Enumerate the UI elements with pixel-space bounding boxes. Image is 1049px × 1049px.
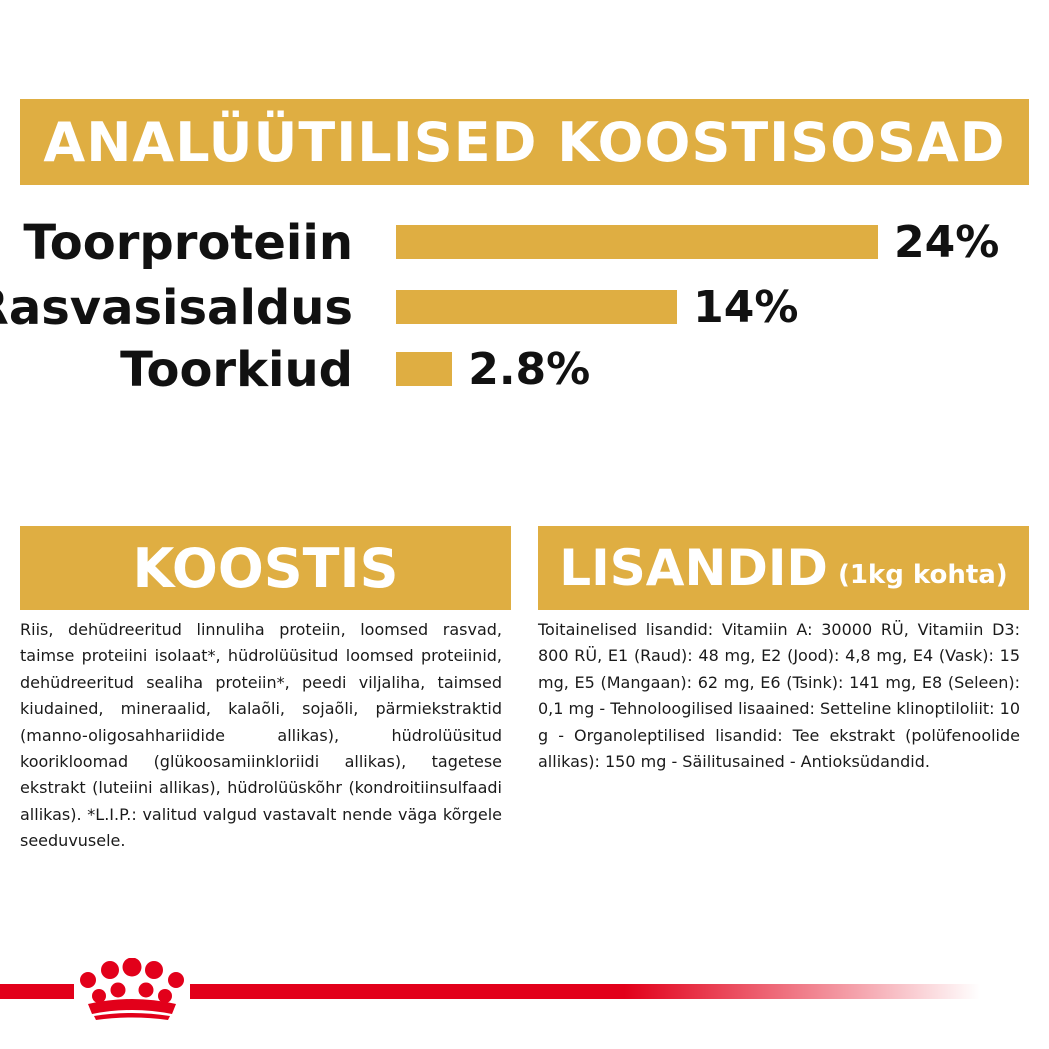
additives-text: Toitainelised lisandid: Vitamiin A: 3000… bbox=[538, 620, 1021, 772]
nutrient-value: 24% bbox=[894, 217, 1000, 268]
nutrient-label: Toorproteiin bbox=[23, 215, 353, 271]
nutrient-value: 14% bbox=[693, 282, 799, 333]
composition-title: KOOSTIS bbox=[132, 536, 399, 600]
nutrient-label: Toorkiud bbox=[120, 342, 353, 398]
brand-line-right bbox=[190, 984, 980, 999]
nutrient-bar bbox=[396, 352, 453, 386]
composition-text: Riis, dehüdreeritud linnuliha proteiin, … bbox=[20, 620, 502, 851]
additives-subtitle: (1kg kohta) bbox=[837, 560, 1008, 590]
royal-canin-crown-logo-icon bbox=[80, 958, 184, 1020]
composition-banner: KOOSTIS bbox=[20, 526, 511, 610]
nutrient-bar bbox=[396, 225, 878, 259]
nutrient-value: 2.8% bbox=[468, 344, 591, 395]
additives-title: LISANDID bbox=[559, 539, 828, 597]
nutrient-label: Rasvasisaldus bbox=[0, 280, 353, 336]
brand-line-left bbox=[0, 984, 74, 999]
analytical-constituents-title: ANALÜÜTILISED KOOSTISOSAD bbox=[43, 110, 1006, 174]
analytical-constituents-banner: ANALÜÜTILISED KOOSTISOSAD bbox=[20, 99, 1029, 185]
nutrient-bar bbox=[396, 290, 678, 324]
additives-banner: LISANDID (1kg kohta) bbox=[538, 526, 1029, 610]
